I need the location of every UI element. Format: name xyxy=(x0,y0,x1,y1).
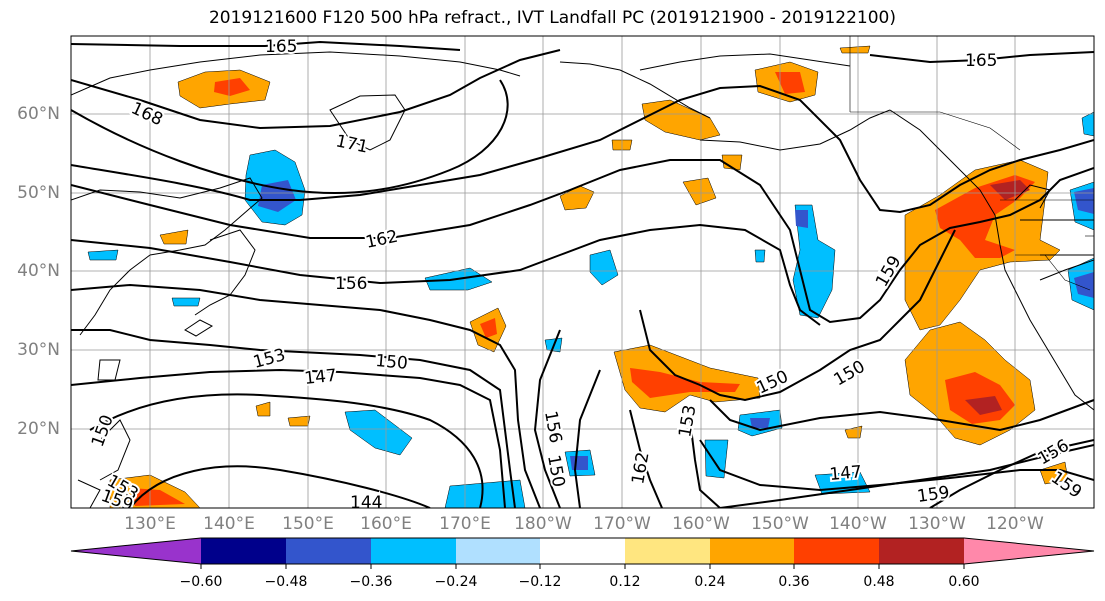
map-title: 2019121600 F120 500 hPa refract., IVT La… xyxy=(208,8,896,28)
colorbar-tick-label: 0.24 xyxy=(694,574,726,590)
longitude-label: 170°E xyxy=(439,514,491,534)
contour-label: 153 xyxy=(675,403,700,438)
contour-label: 147 xyxy=(829,462,863,485)
positive-anomaly-region xyxy=(721,154,743,171)
positive-anomaly-region xyxy=(287,415,311,427)
positive-anomaly-region xyxy=(839,45,871,54)
negative-anomaly-region xyxy=(754,249,766,263)
colorbar-tick-label: 0.36 xyxy=(778,574,810,590)
negative-anomaly-region xyxy=(171,297,201,307)
colorbar-segment xyxy=(710,538,794,564)
longitude-label: 180°W xyxy=(514,514,572,534)
colorbar-tick-label: 0.48 xyxy=(863,574,895,590)
positive-anomaly-region xyxy=(559,185,595,211)
contour-label: 159 xyxy=(872,252,906,290)
latitude-label: 50°N xyxy=(17,183,60,203)
longitude-label: 150°W xyxy=(751,514,809,534)
graticule xyxy=(71,36,1094,508)
longitude-label: 160°E xyxy=(360,514,412,534)
latitude-label: 40°N xyxy=(17,261,60,281)
positive-anomaly-region xyxy=(130,488,185,506)
contour-lines xyxy=(71,40,1094,508)
colorbar-segment xyxy=(371,538,456,564)
negative-anomaly-region xyxy=(1081,111,1094,137)
colorbar-segment xyxy=(879,538,964,564)
colorbar-segment xyxy=(456,538,540,564)
colorbar-extend-right xyxy=(964,538,1094,564)
colorbar-segment xyxy=(794,538,879,564)
colorbar-segment xyxy=(286,538,371,564)
contour-label: 144 xyxy=(350,493,382,513)
negative-anomaly-region xyxy=(750,418,770,428)
contour-label: 150 xyxy=(543,453,568,488)
contour-label: 165 xyxy=(265,37,297,57)
positive-anomaly-region xyxy=(1039,461,1069,485)
colorbar-extend-left xyxy=(71,538,201,564)
positive-anomaly-region xyxy=(965,396,1002,415)
colorbar-tick-label: −0.24 xyxy=(434,574,478,590)
longitude-label: 160°W xyxy=(672,514,730,534)
colorbar-tick-label: 0.60 xyxy=(948,574,980,590)
positive-anomaly-region xyxy=(641,99,721,141)
positive-anomaly-region xyxy=(844,425,863,439)
latitude-label: 20°N xyxy=(17,419,60,439)
map-frame xyxy=(70,35,1095,509)
colorbar xyxy=(70,537,1095,569)
negative-anomaly-region xyxy=(792,204,836,319)
positive-anomaly-region xyxy=(990,180,1030,200)
colorbar-tick-label: −0.12 xyxy=(518,574,562,590)
negative-anomaly-region xyxy=(589,249,619,286)
latitude-label: 30°N xyxy=(17,340,60,360)
shading-layer xyxy=(87,45,1094,508)
longitude-label: 130°E xyxy=(124,514,176,534)
longitude-label: 140°W xyxy=(829,514,887,534)
negative-anomaly-region xyxy=(1074,272,1094,298)
colorbar-tick-label: −0.48 xyxy=(264,574,308,590)
contour-label: 150 xyxy=(831,357,869,391)
contour-label: 162 xyxy=(364,227,400,253)
longitude-label: 120°W xyxy=(986,514,1044,534)
longitude-label: 150°E xyxy=(282,514,334,534)
negative-anomaly-region xyxy=(795,210,808,228)
longitude-label: 130°W xyxy=(908,514,966,534)
contour-label: 156 xyxy=(1035,436,1073,470)
contour-label-group: 165 165 168 171 162 156 159 153 150 147 … xyxy=(86,36,1087,513)
negative-anomaly-region xyxy=(258,180,296,212)
negative-anomaly-region xyxy=(87,249,119,261)
contour-label: 156 xyxy=(335,274,367,294)
positive-anomaly-region xyxy=(682,177,717,206)
negative-anomaly-region xyxy=(1074,188,1094,214)
colorbar-segment xyxy=(625,538,710,564)
contour-label: 165 xyxy=(965,51,997,71)
coastlines xyxy=(71,51,1094,508)
contour-label: 150 xyxy=(88,412,118,449)
negative-anomaly-region xyxy=(704,439,729,479)
political-boundaries xyxy=(849,36,1094,291)
positive-anomaly-region xyxy=(159,229,189,245)
contour-label: 150 xyxy=(375,351,409,374)
colorbar-segment xyxy=(201,538,286,564)
colorbar-segment xyxy=(540,538,625,564)
colorbar-tick-label: −0.60 xyxy=(179,574,223,590)
negative-anomaly-region xyxy=(344,409,413,456)
negative-anomaly-region xyxy=(570,456,588,470)
positive-anomaly-region xyxy=(214,78,250,96)
contour-label: 156 xyxy=(540,409,565,444)
colorbar-tick-label: −0.36 xyxy=(349,574,393,590)
positive-anomaly-region xyxy=(480,318,497,338)
positive-anomaly-region xyxy=(255,401,271,417)
longitude-label: 170°W xyxy=(593,514,651,534)
latitude-label: 60°N xyxy=(17,104,60,124)
longitude-label: 140°E xyxy=(203,514,255,534)
contour-label: 147 xyxy=(303,366,337,389)
contour-label: 159 xyxy=(916,483,951,507)
colorbar-tick-label: 0.12 xyxy=(609,574,641,590)
contour-label: 171 xyxy=(334,131,370,157)
positive-anomaly-region xyxy=(775,72,805,94)
contour-label: 168 xyxy=(128,98,166,130)
